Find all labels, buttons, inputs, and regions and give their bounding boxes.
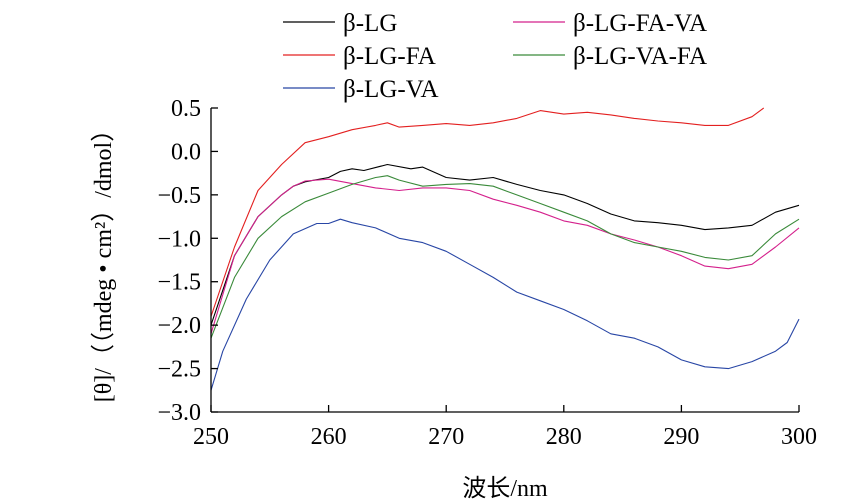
legend-label: β-LG-VA bbox=[343, 76, 439, 103]
x-tick-label: 260 bbox=[311, 424, 347, 450]
series-line-2 bbox=[210, 218, 800, 391]
x-tick-label: 290 bbox=[663, 424, 699, 450]
y-tick-label: −1.5 bbox=[157, 270, 201, 296]
x-tick-label: 270 bbox=[428, 424, 464, 450]
axes: 250 260 270 280 290 300 0.5 0.0 −0.5 −1.0 −1.5 −2.… bbox=[157, 96, 817, 450]
legend: β-LG β-LG-FA β-LG-VA β-LG-FA-VA β-LG-VA-FA bbox=[283, 10, 707, 103]
series-line-0 bbox=[210, 163, 800, 326]
legend-label: β-LG-FA bbox=[343, 43, 436, 70]
legend-label: β-LG-VA-FA bbox=[573, 43, 707, 70]
x-axis-ticks: 250 260 270 280 290 300 bbox=[193, 405, 817, 450]
legend-label: β-LG-FA-VA bbox=[573, 10, 707, 37]
y-tick-label: 0.5 bbox=[171, 96, 201, 122]
y-tick-label: −2.5 bbox=[157, 357, 201, 383]
plot-lines bbox=[210, 107, 800, 391]
y-tick-label: 0.0 bbox=[171, 139, 201, 165]
x-axis-title: 波长/nm bbox=[462, 475, 548, 502]
series-line-3 bbox=[210, 178, 800, 334]
series-line-1 bbox=[210, 107, 765, 317]
y-tick-label: −2.0 bbox=[157, 313, 201, 339]
x-tick-label: 300 bbox=[781, 424, 817, 450]
x-tick-label: 250 bbox=[193, 424, 229, 450]
y-tick-label: −1.0 bbox=[157, 226, 201, 252]
y-tick-label: −0.5 bbox=[157, 183, 201, 209]
y-axis-title: [θ]/（（mdeg • cm²）/dmol） bbox=[91, 118, 117, 402]
y-tick-label: −3.0 bbox=[157, 400, 201, 426]
series-line-4 bbox=[210, 175, 800, 339]
y-axis-ticks: 0.5 0.0 −0.5 −1.0 −1.5 −2.0 −2.5 −3.0 bbox=[157, 96, 218, 426]
legend-label: β-LG bbox=[343, 10, 397, 37]
x-tick-label: 280 bbox=[546, 424, 582, 450]
